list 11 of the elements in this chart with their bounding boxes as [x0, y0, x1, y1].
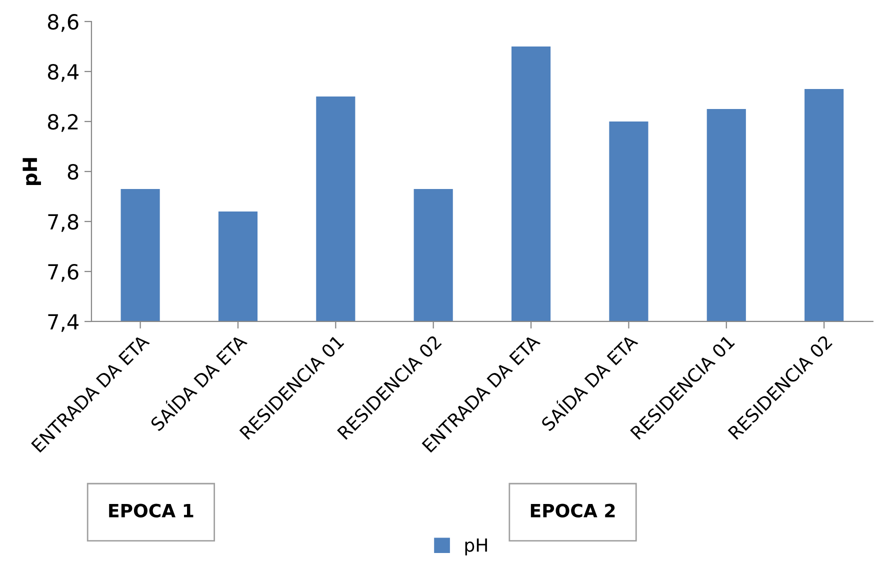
- y-tick-label: 7,8: [48, 214, 78, 232]
- y-tick-label: 8,2: [48, 114, 78, 132]
- y-tick-label: 8,4: [48, 64, 78, 82]
- y-tick-label: 7,6: [48, 264, 78, 282]
- y-axis-title: pH: [22, 158, 41, 185]
- y-tick-label: 7,4: [48, 314, 78, 332]
- legend-label: pH: [465, 538, 487, 556]
- y-tick-label: 8: [68, 164, 78, 180]
- y-tick-label: 8,6: [48, 14, 78, 32]
- text: EPOCA 1: [109, 504, 194, 518]
- text: EPOCA 2: [530, 504, 615, 518]
